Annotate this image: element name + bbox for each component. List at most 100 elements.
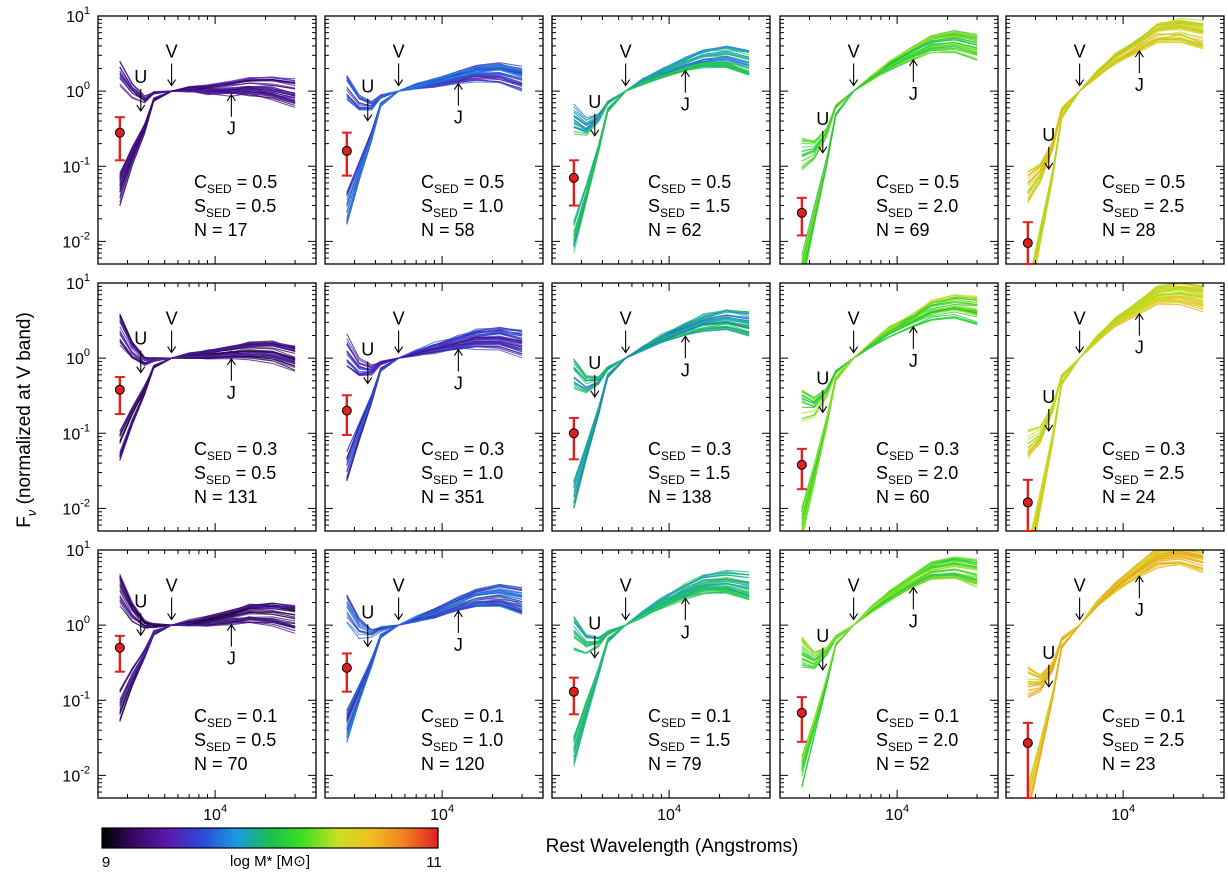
sed-line (1035, 297, 1204, 531)
sed-line (1030, 293, 1204, 531)
sed-line (1027, 24, 1204, 176)
s-sed-subscript: SED (433, 206, 458, 220)
band-arrowhead-J (226, 623, 236, 631)
sed-line (1027, 25, 1204, 178)
band-arrowhead-V (167, 346, 177, 354)
sed-line (801, 33, 978, 169)
sed-line (119, 88, 296, 183)
c-sed-subscript: SED (434, 182, 459, 196)
s-sed-value: = 2.5 (1139, 730, 1185, 750)
observed-point (114, 642, 125, 653)
c-sed-subscript: SED (661, 182, 686, 196)
c-sed-label: CSED = 0.5 (194, 172, 277, 196)
s-sed-value: = 1.5 (685, 730, 731, 750)
y-tick-exponent: -2 (80, 230, 90, 242)
band-arrowhead-V (167, 79, 177, 87)
s-sed-label: SSED = 2.5 (1102, 730, 1184, 754)
band-arrowhead-J (680, 335, 690, 343)
s-sed-label: SSED = 1.0 (421, 463, 503, 487)
sed-lines (801, 294, 978, 531)
y-tick-label: 10-1 (62, 422, 90, 443)
s-sed-subscript: SED (888, 740, 913, 754)
band-label-J: J (909, 84, 918, 104)
sed-line (119, 604, 296, 716)
s-sed-value: = 2.0 (913, 463, 959, 483)
c-sed-value: = 0.5 (459, 172, 505, 192)
y-tick-base: 10 (62, 501, 80, 518)
x-tick-label: 104 (203, 803, 227, 824)
observed-point (796, 459, 807, 470)
sed-line (1027, 550, 1204, 695)
sed-line (346, 69, 523, 225)
band-arrowhead-U (1044, 424, 1054, 432)
band-label-V: V (848, 309, 860, 329)
band-arrowhead-J (908, 58, 918, 67)
s-sed-subscript: SED (1114, 473, 1139, 487)
c-sed-symbol: C (421, 439, 434, 459)
s-sed-subscript: SED (433, 473, 458, 487)
x-tick-label: 104 (1111, 803, 1135, 824)
c-sed-symbol: C (194, 172, 207, 192)
sed-line (119, 616, 296, 713)
band-arrowhead-V (621, 79, 631, 87)
sed-line (346, 327, 523, 466)
c-sed-symbol: C (194, 706, 207, 726)
y-tick-exponent: 0 (84, 614, 90, 626)
n-label: N = 70 (194, 754, 248, 774)
s-sed-subscript: SED (206, 740, 231, 754)
band-arrowhead-U (590, 651, 600, 659)
band-label-J: J (681, 360, 690, 380)
y-tick-base: 10 (62, 426, 80, 443)
c-sed-symbol: C (421, 706, 434, 726)
sed-line (1032, 287, 1204, 531)
band-label-U: U (1042, 125, 1055, 145)
c-sed-subscript: SED (889, 716, 914, 730)
y-tick-label: 10-1 (62, 689, 90, 710)
s-sed-symbol: S (648, 196, 660, 216)
c-sed-symbol: C (876, 706, 889, 726)
s-sed-subscript: SED (206, 206, 231, 220)
y-tick-exponent: -1 (80, 689, 90, 701)
sed-line (801, 294, 978, 515)
band-label-U: U (588, 92, 601, 112)
band-arrowhead-U (363, 377, 373, 385)
s-sed-label: SSED = 2.0 (876, 730, 958, 754)
s-sed-label: SSED = 2.0 (876, 463, 958, 487)
y-tick-label: 10-2 (62, 230, 90, 251)
c-sed-value: = 0.5 (232, 172, 278, 192)
c-sed-value: = 0.1 (686, 706, 732, 726)
c-sed-symbol: C (876, 172, 889, 192)
observed-point (1022, 737, 1033, 748)
band-label-J: J (454, 374, 463, 394)
s-sed-subscript: SED (660, 740, 685, 754)
band-arrowhead-U (1044, 680, 1054, 688)
sed-line (1027, 560, 1204, 691)
c-sed-value: = 0.5 (686, 172, 732, 192)
band-label-J: J (1135, 75, 1144, 95)
y-tick-base: 10 (62, 159, 80, 176)
c-sed-symbol: C (421, 172, 434, 192)
c-sed-label: CSED = 0.1 (648, 706, 731, 730)
s-sed-label: SSED = 2.5 (1102, 463, 1184, 487)
sed-line (1027, 558, 1204, 698)
c-sed-symbol: C (194, 439, 207, 459)
sed-line (119, 352, 296, 453)
sed-line (119, 355, 296, 438)
c-sed-subscript: SED (1115, 182, 1140, 196)
band-arrowhead-V (849, 346, 859, 354)
svg-text:Fν (normalized at V band): Fν (normalized at V band) (14, 312, 39, 528)
sed-line (801, 294, 978, 422)
observed-point (341, 145, 352, 156)
s-sed-subscript: SED (888, 473, 913, 487)
y-tick-base: 10 (66, 276, 84, 293)
s-sed-label: SSED = 1.5 (648, 196, 730, 220)
y-tick-exponent: 0 (84, 347, 90, 359)
sed-lines (573, 569, 750, 767)
y-tick-exponent: -2 (80, 497, 90, 509)
band-arrowhead-V (621, 346, 631, 354)
s-sed-symbol: S (876, 730, 888, 750)
